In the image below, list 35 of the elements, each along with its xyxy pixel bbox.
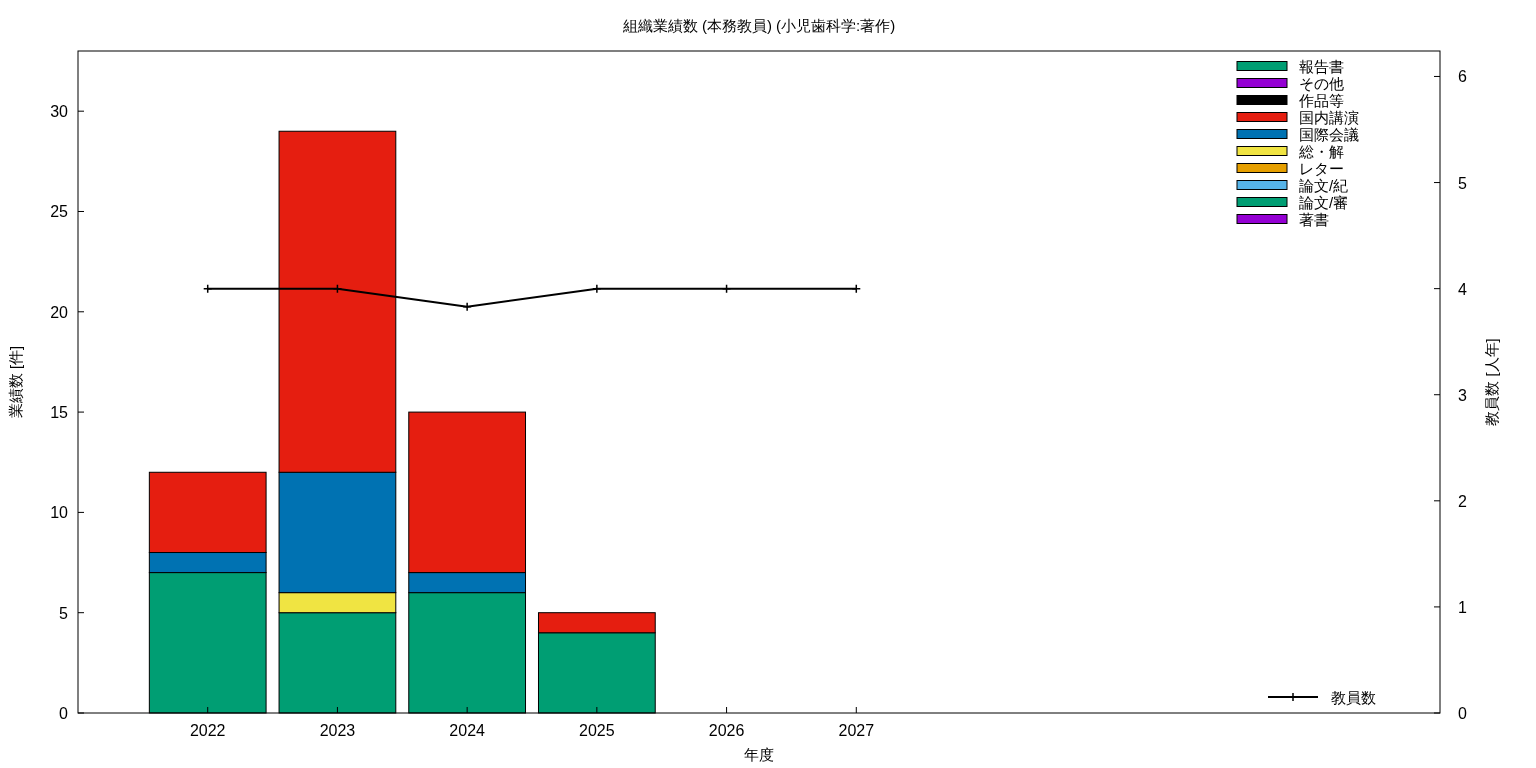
y2-axis-title: 教員数 [人年]: [1483, 338, 1500, 426]
y-tick-label: 15: [50, 404, 69, 422]
legend-label: 著書: [1299, 211, 1329, 228]
legend-label: 国内講演: [1299, 109, 1359, 126]
y2-tick-label: 3: [1458, 386, 1467, 404]
y2-tick-label: 4: [1458, 280, 1467, 298]
x-tick-label: 2025: [579, 722, 615, 739]
x-axis-title: 年度: [744, 746, 774, 763]
y-tick-label: 5: [59, 604, 69, 622]
legend-label: その他: [1299, 75, 1344, 92]
legend-label: レター: [1299, 160, 1344, 177]
legend-label: 国際会議: [1299, 126, 1359, 143]
y2-tick-label: 0: [1458, 705, 1467, 722]
y2-tick-label: 6: [1458, 68, 1467, 86]
legend-label: 教員数: [1331, 689, 1376, 706]
y-tick-label: 30: [50, 103, 69, 121]
x-tick-label: 2027: [838, 722, 875, 739]
y-tick-label: 25: [50, 203, 69, 221]
y2-tick-label: 1: [1458, 598, 1467, 616]
y2-tick-label: 2: [1458, 492, 1467, 510]
legend-label: 報告書: [1299, 58, 1344, 75]
x-tick-label: 2023: [319, 722, 356, 739]
y-tick-label: 20: [50, 303, 69, 321]
x-tick-label: 2024: [449, 722, 486, 739]
y-axis-title: 業績数 [件]: [7, 345, 24, 419]
chart-title: 組織業績数 (本務教員) (小児歯科学:著作): [621, 17, 896, 34]
legend-label: 論文/審: [1299, 194, 1349, 211]
legend-label: 論文/紀: [1299, 177, 1349, 194]
legend-label: 作品等: [1298, 92, 1344, 109]
y-tick-label: 0: [59, 705, 69, 722]
legend-label: 総・解: [1298, 143, 1344, 160]
y-tick-label: 10: [50, 504, 69, 522]
y2-tick-label: 5: [1458, 174, 1467, 192]
x-tick-label: 2026: [708, 722, 745, 739]
x-tick-label: 2022: [189, 722, 226, 739]
